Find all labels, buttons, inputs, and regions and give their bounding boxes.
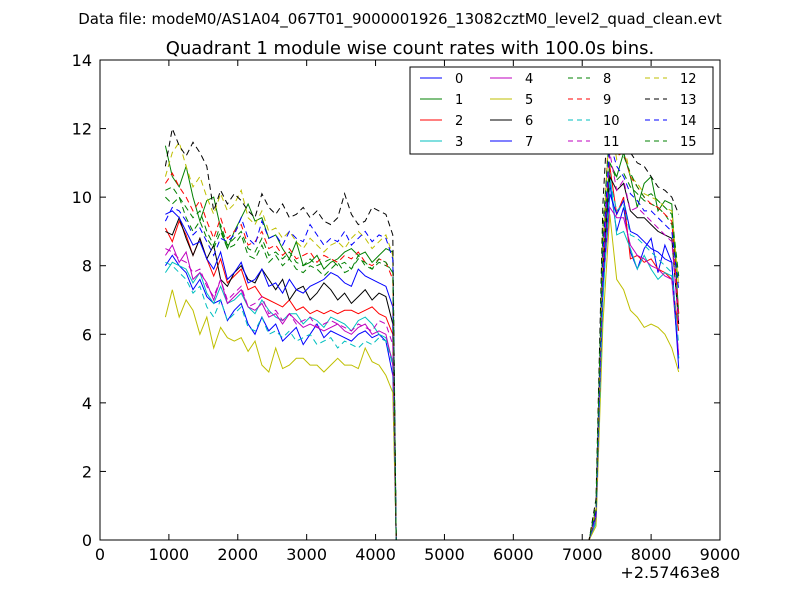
series-line-14 [164, 142, 680, 541]
y-tick-label: 4 [82, 394, 92, 413]
legend-label-14: 14 [680, 114, 697, 129]
x-offset-label: +2.57463e8 [620, 563, 720, 582]
x-tick-label: 6000 [493, 545, 534, 564]
y-tick-label: 8 [82, 257, 92, 276]
x-tick-label: 1000 [149, 545, 190, 564]
y-tick-label: 14 [72, 51, 92, 70]
x-tick-label: 0 [95, 545, 105, 564]
legend-frame [409, 66, 714, 155]
y-tick-label: 6 [82, 325, 92, 344]
x-tick-label: 2000 [217, 545, 258, 564]
x-tick-label: 4000 [355, 545, 396, 564]
series-line-10 [165, 179, 680, 541]
y-tick-label: 10 [72, 188, 92, 207]
legend-label-11: 11 [603, 135, 620, 150]
y-tick-label: 12 [72, 120, 92, 139]
legend-label-15: 15 [680, 135, 697, 150]
legend-label-2: 2 [455, 114, 463, 129]
x-tick-label: 3000 [286, 545, 327, 564]
legend-label-5: 5 [525, 93, 533, 108]
series-line-15 [165, 128, 680, 541]
series-line-11 [165, 152, 680, 541]
x-tick-label: 9000 [700, 545, 741, 564]
legend-label-13: 13 [680, 93, 697, 108]
legend-label-10: 10 [603, 114, 620, 129]
legend-label-7: 7 [525, 135, 533, 150]
y-tick-label: 0 [82, 531, 92, 550]
x-tick-label: 7000 [562, 545, 603, 564]
legend-label-8: 8 [603, 72, 611, 87]
legend-label-12: 12 [680, 72, 697, 87]
data-file-label: Data file: modeM0/AS1A04_067T01_90000019… [78, 10, 722, 29]
y-tick-label: 2 [82, 462, 92, 481]
plot-frame [99, 59, 721, 541]
legend-label-6: 6 [525, 114, 533, 129]
legend-label-0: 0 [455, 72, 463, 87]
chart-title: Quadrant 1 module wise count rates with … [166, 38, 655, 59]
axis-ticks: 0 1000 2000 3000 4000 5000 6000 7000 8000 9000 0 2 4… [72, 51, 741, 564]
x-tick-label: 8000 [631, 545, 672, 564]
legend-label-9: 9 [603, 93, 611, 108]
x-tick-label: 5000 [424, 545, 465, 564]
legend-label-4: 4 [525, 72, 533, 87]
legend-label-1: 1 [455, 93, 463, 108]
legend-label-3: 3 [455, 135, 463, 150]
